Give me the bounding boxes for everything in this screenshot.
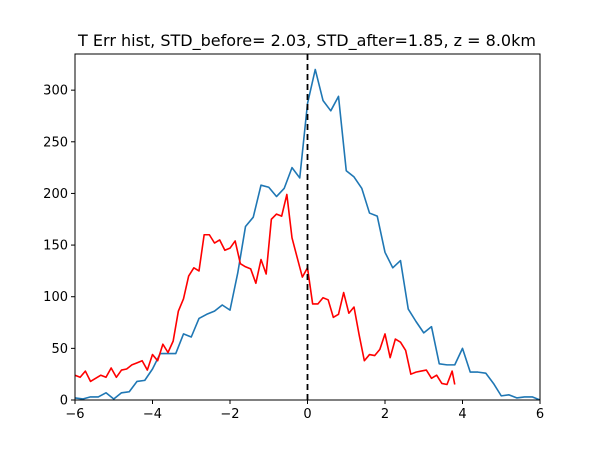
x-tick-label: 4: [458, 407, 466, 422]
y-tick-label: 300: [43, 84, 68, 99]
y-tick-label: 50: [51, 342, 68, 357]
series-line-1: [75, 68, 540, 400]
y-tick-label: 100: [43, 290, 68, 305]
chart-title: T Err hist, STD_before= 2.03, STD_after=…: [77, 31, 536, 51]
x-tick-label: 0: [303, 407, 311, 422]
y-tick-label: 0: [60, 394, 68, 409]
y-tick-label: 200: [43, 187, 68, 202]
y-tick-label: 150: [43, 239, 68, 254]
y-tick-label: 250: [43, 135, 68, 150]
series-line-2: [75, 193, 456, 386]
x-tick-label: 2: [381, 407, 389, 422]
plot-area: [75, 54, 540, 400]
x-tick-label: −4: [143, 407, 162, 422]
x-tick-label: −2: [220, 407, 239, 422]
x-tick-label: 6: [536, 407, 544, 422]
x-tick-label: −6: [65, 407, 84, 422]
